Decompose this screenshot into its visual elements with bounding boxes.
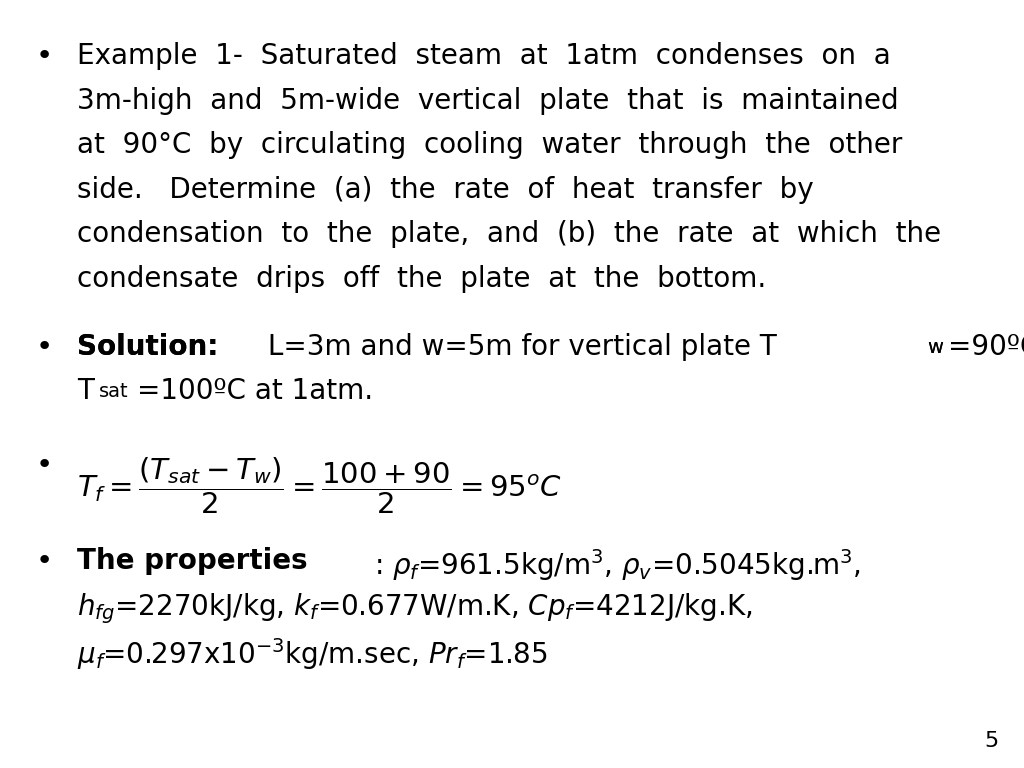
Text: 3m-high  and  5m-wide  vertical  plate  that  is  maintained: 3m-high and 5m-wide vertical plate that … (77, 87, 898, 114)
Text: $h_{fg}$=2270kJ/kg, $k_f$=0.677W/m.K, $Cp_f$=4212J/kg.K,: $h_{fg}$=2270kJ/kg, $k_f$=0.677W/m.K, $C… (77, 591, 753, 626)
Text: L=3m and w=5m for vertical plate T: L=3m and w=5m for vertical plate T (259, 333, 777, 360)
Text: Solution:: Solution: (77, 333, 218, 360)
Text: : $\rho_f$=961.5kg/m$^3$, $\rho_v$=0.5045kg.m$^3$,: : $\rho_f$=961.5kg/m$^3$, $\rho_v$=0.504… (375, 547, 861, 583)
Text: •: • (36, 42, 53, 70)
Text: •: • (36, 333, 53, 360)
Text: $\mu_f$=0.297x10$^{-3}$kg/m.sec, $Pr_f$=1.85: $\mu_f$=0.297x10$^{-3}$kg/m.sec, $Pr_f$=… (77, 636, 548, 672)
Text: side.   Determine  (a)  the  rate  of  heat  transfer  by: side. Determine (a) the rate of heat tra… (77, 176, 813, 204)
Text: =100ºC at 1atm.: =100ºC at 1atm. (137, 377, 373, 405)
Text: The properties: The properties (77, 547, 307, 574)
Text: Example  1-  Saturated  steam  at  1atm  condenses  on  a: Example 1- Saturated steam at 1atm conde… (77, 42, 891, 70)
Text: 5: 5 (984, 731, 998, 751)
Text: =90ºC,: =90ºC, (948, 333, 1024, 360)
Text: sat: sat (98, 382, 128, 402)
Text: •: • (36, 547, 53, 574)
Text: at  90°C  by  circulating  cooling  water  through  the  other: at 90°C by circulating cooling water thr… (77, 131, 902, 159)
Text: w: w (928, 338, 943, 357)
Text: •: • (36, 451, 53, 478)
Text: Solution:: Solution: (77, 333, 218, 360)
Text: w: w (928, 338, 943, 357)
Text: condensation  to  the  plate,  and  (b)  the  rate  at  which  the: condensation to the plate, and (b) the r… (77, 220, 941, 248)
Text: $\mathit{T}_f = \dfrac{(\mathit{T}_{sat}-\mathit{T}_w)}{2} = \dfrac{100+90}{2} =: $\mathit{T}_f = \dfrac{(\mathit{T}_{sat}… (77, 455, 562, 515)
Text: condensate  drips  off  the  plate  at  the  bottom.: condensate drips off the plate at the bo… (77, 265, 766, 293)
Text: T: T (77, 377, 93, 405)
